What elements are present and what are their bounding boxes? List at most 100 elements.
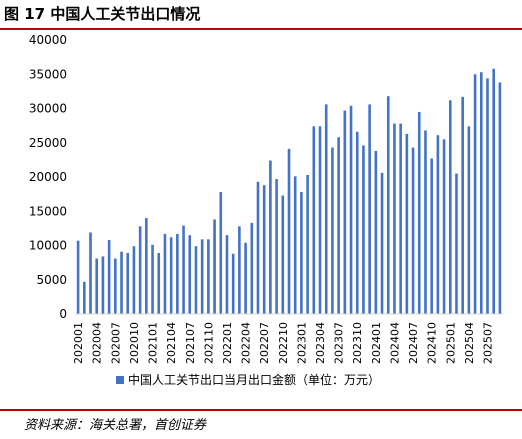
y-tick-label: 20000 <box>29 170 67 184</box>
x-tick-label: 202504 <box>463 322 476 364</box>
bar-202110 <box>207 239 210 314</box>
bar-202102 <box>157 253 161 314</box>
y-tick-label: 40000 <box>29 33 67 47</box>
x-tick-label: 202307 <box>333 322 346 364</box>
x-tick-label: 202007 <box>109 322 122 364</box>
x-tick-label: 202507 <box>481 322 494 364</box>
bar-202011 <box>138 226 142 314</box>
bar-202201 <box>225 235 229 314</box>
bar-202203 <box>238 226 241 314</box>
x-tick-label: 202301 <box>295 322 308 364</box>
y-tick-label: 10000 <box>29 239 67 253</box>
bar-202408 <box>417 111 421 314</box>
bar-202010 <box>132 246 136 314</box>
bar-202301 <box>300 192 303 314</box>
x-tick-label: 202407 <box>407 322 420 364</box>
x-tick-label: 202304 <box>314 322 327 364</box>
bar-202410 <box>430 158 433 314</box>
bar-202209 <box>275 179 278 314</box>
bar-202206 <box>256 181 260 314</box>
bar-202007 <box>114 258 117 314</box>
bar-202412 <box>442 139 446 314</box>
bar-202109 <box>200 239 204 314</box>
x-tick-label: 202101 <box>147 322 160 364</box>
bar-202211 <box>287 148 291 314</box>
x-tick-label: 202107 <box>184 322 197 364</box>
bar-202305 <box>324 104 328 314</box>
bar-202502 <box>455 173 458 314</box>
bar-202105 <box>176 233 179 314</box>
x-tick-label: 202501 <box>444 322 457 364</box>
y-tick-label: 15000 <box>29 204 67 218</box>
x-tick-label: 202404 <box>388 322 401 364</box>
bar-202103 <box>163 233 167 314</box>
bar-undefined <box>498 82 502 314</box>
bar-202106 <box>182 225 185 314</box>
bar-202101 <box>151 244 154 314</box>
bar-202205 <box>250 222 254 314</box>
x-tick-label: 202104 <box>165 322 178 364</box>
bar-202009 <box>126 253 130 314</box>
x-tick-label: 202201 <box>221 322 234 364</box>
legend-label: 中国人工关节出口当月出口金额（单位：万元） <box>128 373 381 387</box>
bar-202005 <box>101 256 105 314</box>
bar-202104 <box>169 237 173 314</box>
bar-202307 <box>337 137 340 314</box>
figure-title: 图 17 中国人工关节出口情况 <box>4 5 201 23</box>
bar-202107 <box>188 235 192 314</box>
bar-202304 <box>318 126 322 314</box>
bar-202204 <box>244 242 247 314</box>
bar-202504 <box>467 126 471 314</box>
bar-202003 <box>89 232 92 314</box>
bar-202008 <box>120 251 123 314</box>
x-axis: 202001 202004 202007 202010 202101 202104 2021… <box>72 313 503 364</box>
bar-202202 <box>231 253 235 314</box>
bar-202112 <box>219 192 223 314</box>
bar-202310 <box>355 131 359 314</box>
x-tick-label: 202210 <box>277 322 290 364</box>
x-tick-label: 202204 <box>240 322 253 364</box>
bar-202411 <box>436 135 440 314</box>
bar-202012 <box>145 218 148 314</box>
bar-202207 <box>262 185 266 314</box>
bar-202501 <box>448 100 452 314</box>
bar-202108 <box>194 246 198 314</box>
bar-202302 <box>306 174 309 314</box>
y-tick-label: 35000 <box>29 67 67 81</box>
y-tick-label: 5000 <box>36 273 67 287</box>
y-axis: 0 5000 10000 15000 20000 25000 30000 35000 40000 <box>29 33 67 321</box>
bar-202312 <box>368 104 371 314</box>
x-tick-label: 202110 <box>202 322 215 364</box>
bar-202006 <box>107 240 111 314</box>
bar-202505 <box>473 74 477 314</box>
bar-202507 <box>486 78 489 314</box>
x-tick-label: 202004 <box>91 322 104 364</box>
x-tick-label: 202401 <box>370 322 383 364</box>
source-note: 资料来源：海关总署，首创证券 <box>24 418 207 433</box>
bar-202508 <box>492 68 495 315</box>
bar-202409 <box>424 130 427 314</box>
bar-202402 <box>380 172 384 314</box>
bar-202308 <box>343 110 347 315</box>
bar-202401 <box>374 150 378 314</box>
bar-202001 <box>76 240 80 314</box>
x-tick-label: 202001 <box>72 322 85 364</box>
bars-group <box>76 68 502 315</box>
bar-202210 <box>281 195 285 314</box>
bar-202111 <box>213 219 216 314</box>
top-divider <box>0 28 522 30</box>
legend-swatch <box>116 375 124 384</box>
bar-202309 <box>349 105 353 314</box>
bar-202407 <box>411 147 415 314</box>
bar-202311 <box>362 145 365 314</box>
y-tick-label: 30000 <box>29 102 67 116</box>
bar-202306 <box>331 147 334 314</box>
bar-202212 <box>293 176 297 314</box>
bar-202405 <box>399 123 402 314</box>
bar-202404 <box>393 123 396 314</box>
y-tick-label: 25000 <box>29 136 67 150</box>
bar-202208 <box>269 160 272 314</box>
bar-chart: 0 5000 10000 15000 20000 25000 30000 35000 40000… <box>29 33 503 364</box>
y-tick-label: 0 <box>59 307 67 321</box>
bottom-divider <box>0 409 522 411</box>
